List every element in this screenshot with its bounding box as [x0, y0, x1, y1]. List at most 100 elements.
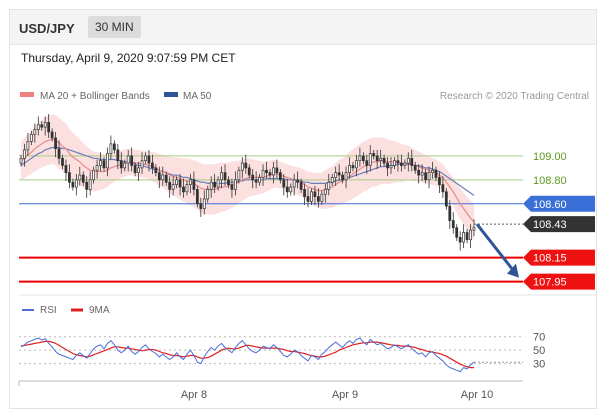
candle — [220, 166, 223, 189]
candle-body — [258, 177, 261, 183]
candle — [358, 147, 362, 167]
candle — [320, 190, 324, 205]
candle-body — [399, 162, 403, 166]
candle — [327, 173, 331, 196]
candle — [296, 171, 300, 189]
candle — [272, 161, 275, 184]
candle-body — [379, 157, 383, 162]
candle — [334, 166, 338, 186]
candle-body — [334, 172, 338, 178]
candle-body — [29, 133, 33, 142]
candle — [389, 157, 393, 174]
candle — [54, 131, 57, 158]
candle-body — [424, 172, 427, 181]
price-plot-area: 109.00 108.80 108.60 108.15 107.95 108.43 — [19, 113, 595, 290]
level-tag-text: 108.15 — [533, 253, 567, 265]
level-tag-bg — [523, 195, 595, 212]
candle-body — [275, 167, 279, 174]
candle — [140, 152, 144, 174]
candle — [303, 183, 306, 205]
candle-body — [368, 153, 372, 166]
candle — [213, 173, 217, 194]
candle-body — [244, 162, 248, 169]
candle-body — [168, 181, 172, 190]
candle-body — [282, 179, 286, 188]
candle — [310, 188, 313, 205]
candle-body — [95, 165, 99, 171]
candle-body — [43, 122, 47, 128]
candle-body — [182, 186, 185, 193]
level-tag-text: 107.95 — [533, 277, 567, 289]
candle — [396, 154, 400, 172]
candle-body — [119, 160, 123, 169]
candle — [81, 171, 85, 186]
candle — [413, 161, 417, 174]
candle-body — [438, 177, 441, 185]
candle — [92, 166, 96, 184]
candle — [178, 173, 182, 196]
candle — [161, 166, 165, 186]
candle — [130, 147, 134, 172]
candle — [406, 152, 410, 172]
candle-body — [147, 155, 151, 164]
timeframe-badge[interactable]: 30 MIN — [88, 16, 141, 38]
candle-body — [36, 124, 40, 130]
candle-body — [23, 149, 26, 159]
candle — [106, 147, 109, 177]
candle-body — [206, 189, 210, 200]
legend-ma50-swatch — [164, 92, 178, 97]
candle-body — [164, 174, 168, 183]
candle — [71, 178, 75, 191]
candle — [192, 171, 196, 196]
candle-body — [431, 169, 434, 174]
candle — [289, 183, 293, 196]
candle — [182, 178, 185, 198]
projection-arrow-shaft — [475, 223, 517, 274]
candle-body — [272, 167, 275, 176]
candle-body — [189, 179, 192, 185]
candle-body — [57, 148, 61, 159]
candle — [282, 173, 286, 196]
candle-body — [306, 196, 310, 202]
candle — [78, 166, 82, 186]
candle — [206, 185, 210, 203]
candle — [199, 197, 203, 217]
candle — [109, 135, 113, 160]
candle — [399, 154, 403, 172]
rsi-9ma-line — [20, 340, 474, 369]
candle-body — [68, 172, 71, 183]
candle-body — [410, 157, 414, 166]
candle-body — [109, 143, 113, 154]
candle — [23, 143, 26, 167]
candle — [431, 161, 434, 179]
candle — [88, 171, 92, 196]
candle — [351, 161, 355, 172]
candle-body — [303, 189, 306, 197]
candle — [247, 164, 251, 179]
candle-body — [289, 186, 293, 193]
candle-body — [33, 129, 37, 135]
candle — [119, 152, 123, 174]
current-price-tag-text: 108.43 — [533, 219, 567, 231]
candle — [451, 212, 455, 234]
bollinger-band — [21, 114, 474, 241]
candle-body — [171, 184, 175, 190]
candle-body — [88, 179, 92, 190]
level-tag-bg — [523, 273, 595, 290]
candle — [323, 183, 327, 203]
candle — [254, 171, 258, 189]
candle — [40, 121, 44, 131]
candle — [137, 161, 140, 182]
candle — [189, 173, 192, 194]
candle-body — [213, 181, 217, 188]
candle-body — [112, 143, 116, 151]
candle-body — [472, 227, 476, 231]
candle-body — [74, 179, 78, 188]
candle — [29, 130, 33, 146]
level-tag-108.60: 108.60 — [523, 195, 595, 212]
candle — [234, 171, 237, 196]
candle-body — [54, 137, 57, 150]
candle-body — [317, 196, 320, 202]
candle-body — [137, 167, 140, 174]
candle-body — [341, 174, 344, 181]
